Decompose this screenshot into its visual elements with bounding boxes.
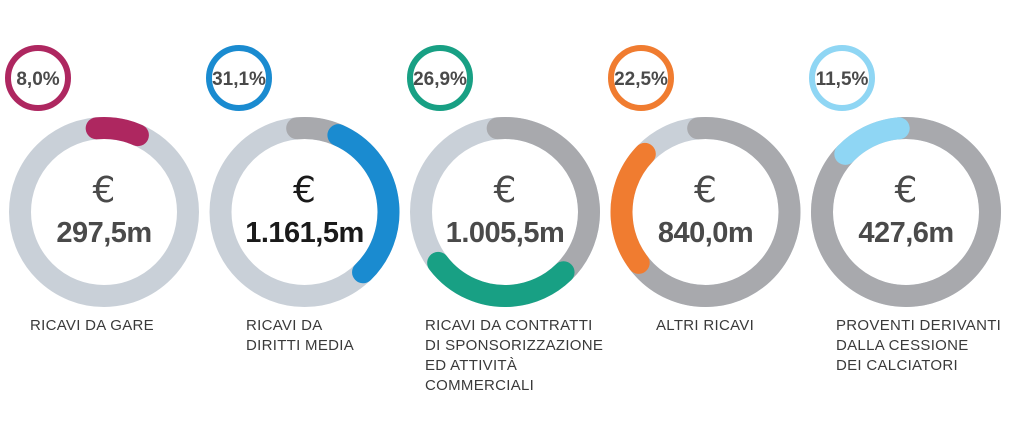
value-label-4: 840,0m (658, 217, 753, 249)
euro-icon: € (293, 170, 316, 211)
percent-label-3: 26,9% (413, 69, 467, 90)
euro-icon: € (494, 170, 517, 211)
euro-icon: € (895, 170, 918, 211)
category-label-2: RICAVI DA DIRITTI MEDIA (246, 317, 355, 354)
value-label-3: 1.005,5m (446, 217, 565, 249)
category-label-1: RICAVI DA GARE (30, 317, 154, 334)
percent-label-1: 8,0% (16, 69, 59, 90)
percent-label-2: 31,1% (212, 69, 266, 90)
percent-badge-ring (608, 45, 674, 111)
percent-badge-ring (206, 45, 272, 111)
donut-segment-3 (410, 117, 600, 307)
donut-track (9, 117, 199, 307)
donut-segment-2 (209, 117, 400, 308)
percent-label-5: 11,5% (816, 69, 869, 90)
percent-badge-ring (809, 45, 875, 111)
donut-previous-share (410, 117, 600, 307)
donut-segment-1 (9, 116, 199, 307)
percent-badge-ring (5, 45, 71, 111)
category-label-5: PROVENTI DERIVANTI DALLA CESSIONE DEI CA… (836, 317, 1002, 374)
donut-segment-4 (610, 117, 801, 307)
percent-label-4: 22,5% (614, 69, 668, 90)
value-label-1: 297,5m (56, 217, 151, 249)
donut-previous-share (610, 117, 801, 307)
percent-badge-ring (407, 45, 473, 111)
category-label-3: RICAVI DA CONTRATTI DI SPONSORIZZAZIONE … (425, 317, 604, 394)
donut-previous-share (209, 117, 400, 308)
value-label-2: 1.161,5m (245, 217, 364, 249)
donut-segment-5 (811, 117, 1001, 308)
euro-icon: € (93, 170, 116, 211)
category-label-4: ALTRI RICAVI (656, 317, 755, 334)
euro-icon: € (694, 170, 717, 211)
value-label-5: 427,6m (858, 217, 953, 249)
